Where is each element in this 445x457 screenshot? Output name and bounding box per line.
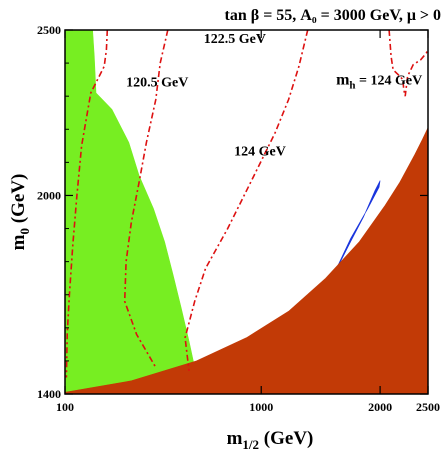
y-tick-label: 2500 [37, 23, 61, 37]
x-tick-label: 2000 [368, 400, 392, 414]
mh-contour-3 [184, 30, 309, 371]
y-tick-label: 2000 [37, 188, 61, 202]
contour-label-3: 124 GeV [234, 145, 286, 160]
plot-frame [64, 29, 429, 395]
x-axis-label: m1/2 (GeV) [227, 428, 314, 452]
x-tick-label: 1000 [249, 400, 273, 414]
chart-title: tan β = 55, A₀ = 3000 GeV, μ > 0 [225, 7, 441, 24]
mh-contour-2 [123, 30, 169, 368]
x-tick-label: 100 [56, 400, 74, 414]
contour-label-2: 122.5 GeV [204, 32, 266, 47]
contour-label-1: 120.5 GeV [126, 75, 188, 90]
contours-layer [65, 30, 428, 378]
contour-labels-layer: 120.5 GeV 122.5 GeV 124 GeV mh = 124 GeV [126, 32, 422, 160]
y-axis-label: m0 (GeV) [8, 174, 32, 251]
contour-label-4: mh = 124 GeV [336, 72, 422, 92]
y-tick-label: 1400 [37, 387, 61, 401]
mh-contour-4 [388, 30, 428, 97]
mh-contour-1 [65, 30, 109, 378]
brown-region [65, 127, 428, 394]
regions-layer [65, 30, 428, 394]
x-tick-label: 2500 [416, 400, 440, 414]
ticks-layer: 100 1000 2000 2500 1400 2000 2500 [37, 23, 440, 414]
